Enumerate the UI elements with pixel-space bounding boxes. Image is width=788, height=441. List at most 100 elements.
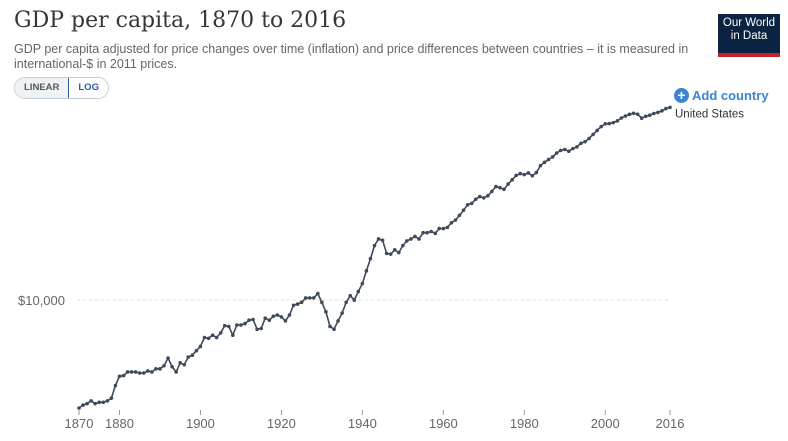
data-point[interactable]	[141, 371, 146, 375]
data-point[interactable]	[303, 296, 308, 300]
data-point[interactable]	[401, 243, 405, 248]
data-point[interactable]	[186, 355, 191, 359]
data-point[interactable]	[526, 171, 531, 175]
data-point[interactable]	[639, 116, 644, 121]
data-point[interactable]	[619, 116, 624, 120]
data-point[interactable]	[562, 147, 567, 152]
data-point[interactable]	[530, 173, 535, 178]
data-point[interactable]	[660, 109, 664, 113]
data-point[interactable]	[226, 324, 231, 329]
add-country-button[interactable]: + Add country	[674, 88, 769, 103]
data-point[interactable]	[154, 367, 158, 371]
data-point[interactable]	[275, 313, 280, 317]
data-point[interactable]	[457, 213, 462, 218]
data-point[interactable]	[599, 124, 603, 129]
data-point[interactable]	[133, 370, 138, 374]
log-scale-button[interactable]: LOG	[68, 78, 108, 98]
data-point[interactable]	[433, 231, 438, 236]
data-point[interactable]	[109, 396, 114, 400]
data-point[interactable]	[247, 318, 251, 323]
data-point[interactable]	[550, 155, 555, 159]
data-point[interactable]	[299, 300, 304, 305]
data-point[interactable]	[368, 256, 373, 261]
data-point[interactable]	[647, 113, 652, 117]
data-point[interactable]	[239, 323, 243, 327]
data-point[interactable]	[101, 400, 106, 405]
data-point[interactable]	[425, 230, 429, 235]
data-point[interactable]	[396, 250, 401, 255]
data-point[interactable]	[206, 336, 211, 341]
data-point[interactable]	[360, 281, 365, 286]
data-point[interactable]	[166, 356, 170, 360]
data-point[interactable]	[417, 237, 421, 241]
data-point[interactable]	[579, 141, 583, 146]
data-point[interactable]	[81, 403, 85, 407]
data-point[interactable]	[222, 323, 227, 328]
data-point[interactable]	[113, 383, 118, 388]
data-point[interactable]	[405, 239, 409, 243]
data-point[interactable]	[461, 208, 466, 212]
data-point[interactable]	[445, 225, 450, 230]
data-point[interactable]	[307, 296, 312, 300]
data-point[interactable]	[510, 178, 514, 182]
data-point[interactable]	[324, 310, 328, 314]
data-point[interactable]	[567, 149, 571, 154]
data-point[interactable]	[481, 196, 486, 200]
data-point[interactable]	[182, 362, 187, 367]
data-point[interactable]	[340, 311, 344, 315]
data-point[interactable]	[283, 319, 288, 323]
data-point[interactable]	[554, 151, 559, 155]
data-point[interactable]	[449, 221, 454, 225]
data-point[interactable]	[522, 172, 527, 177]
data-point[interactable]	[218, 331, 223, 335]
data-point[interactable]	[583, 139, 587, 144]
data-point[interactable]	[231, 333, 235, 337]
data-point[interactable]	[631, 111, 636, 116]
data-point[interactable]	[502, 187, 506, 192]
data-point[interactable]	[392, 248, 397, 252]
data-point[interactable]	[344, 300, 348, 305]
data-point[interactable]	[178, 360, 182, 365]
data-point[interactable]	[271, 314, 276, 319]
data-point[interactable]	[243, 321, 247, 326]
data-point[interactable]	[477, 194, 482, 199]
data-point[interactable]	[635, 112, 640, 116]
data-point[interactable]	[453, 218, 458, 222]
data-point[interactable]	[129, 370, 134, 374]
data-point[interactable]	[194, 348, 199, 353]
data-point[interactable]	[174, 370, 178, 374]
data-point[interactable]	[267, 318, 272, 323]
data-point[interactable]	[85, 401, 89, 406]
data-point[interactable]	[611, 120, 616, 125]
data-point[interactable]	[356, 289, 361, 294]
data-point[interactable]	[518, 171, 523, 176]
data-point[interactable]	[498, 185, 502, 190]
data-point[interactable]	[372, 243, 377, 248]
data-point[interactable]	[97, 400, 102, 405]
data-point[interactable]	[336, 319, 340, 323]
series-line[interactable]	[78, 106, 671, 409]
data-point[interactable]	[413, 234, 417, 239]
data-point[interactable]	[607, 121, 612, 126]
data-point[interactable]	[384, 251, 389, 256]
data-point[interactable]	[615, 119, 620, 123]
data-point[interactable]	[571, 146, 575, 151]
data-point[interactable]	[332, 327, 336, 332]
data-point[interactable]	[198, 344, 203, 349]
data-point[interactable]	[170, 364, 174, 369]
data-point[interactable]	[259, 326, 263, 331]
data-point[interactable]	[465, 203, 470, 207]
data-point[interactable]	[441, 226, 446, 231]
data-point[interactable]	[251, 317, 255, 322]
data-point[interactable]	[380, 238, 385, 243]
data-point[interactable]	[506, 182, 510, 186]
data-point[interactable]	[376, 237, 381, 241]
linear-scale-button[interactable]: LINEAR	[15, 78, 69, 98]
data-point[interactable]	[214, 335, 219, 340]
data-point[interactable]	[311, 296, 316, 300]
data-point[interactable]	[409, 237, 413, 241]
data-point[interactable]	[328, 324, 332, 329]
data-point[interactable]	[235, 323, 239, 327]
data-point[interactable]	[473, 197, 478, 202]
data-point[interactable]	[291, 303, 296, 308]
